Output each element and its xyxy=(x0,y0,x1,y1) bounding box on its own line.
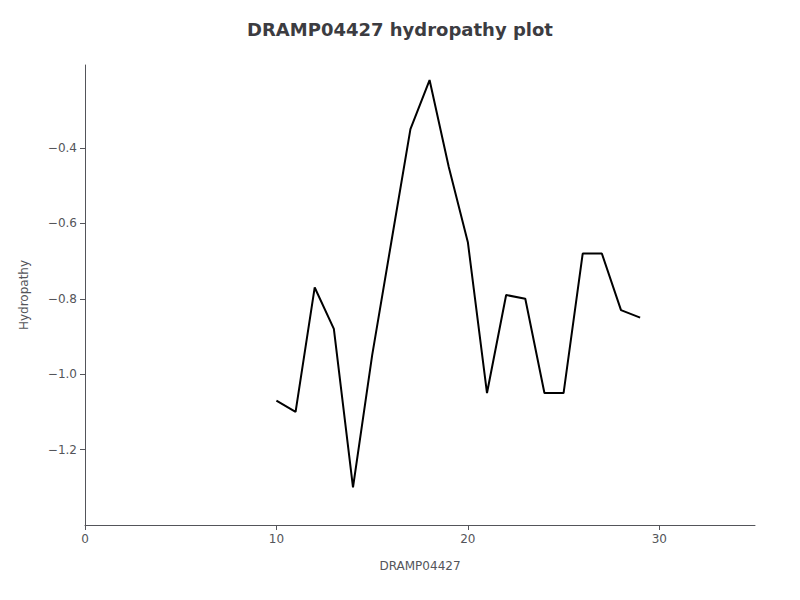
svg-text:30: 30 xyxy=(652,532,667,546)
svg-text:DRAMP04427: DRAMP04427 xyxy=(379,559,460,573)
svg-text:−1.0: −1.0 xyxy=(48,367,77,381)
svg-text:−1.2: −1.2 xyxy=(48,443,77,457)
svg-text:20: 20 xyxy=(460,532,475,546)
svg-text:Hydropathy: Hydropathy xyxy=(17,260,31,330)
svg-text:−0.6: −0.6 xyxy=(48,216,77,230)
svg-text:0: 0 xyxy=(81,532,89,546)
svg-text:10: 10 xyxy=(269,532,284,546)
svg-text:−0.4: −0.4 xyxy=(48,141,77,155)
svg-text:DRAMP04427 hydropathy plot: DRAMP04427 hydropathy plot xyxy=(247,19,553,40)
svg-text:−0.8: −0.8 xyxy=(48,292,77,306)
